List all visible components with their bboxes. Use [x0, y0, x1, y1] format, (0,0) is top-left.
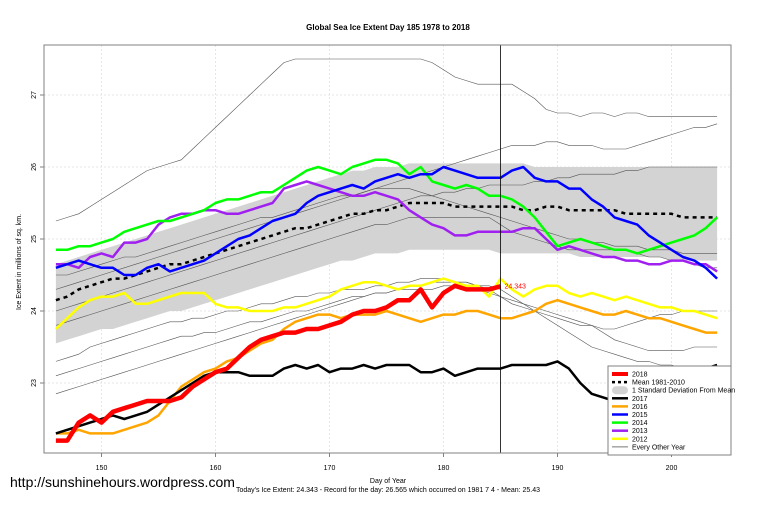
series-2018 — [55, 283, 502, 443]
legend-label-2015: 2015 — [632, 412, 648, 419]
current-value-label: 24.343 — [505, 283, 527, 290]
legend-label-2013: 2013 — [632, 428, 648, 435]
series-other-year — [55, 123, 718, 290]
y-tick-label: 23 — [31, 379, 38, 387]
x-axis-label: Day of Year — [370, 478, 407, 485]
sd-band-area — [55, 163, 718, 344]
legend-box — [607, 365, 732, 456]
series-other-year — [55, 188, 718, 276]
x-tick-label: 150 — [96, 465, 108, 472]
series-other-year — [55, 58, 718, 222]
y-tick-label: 26 — [31, 163, 38, 171]
x-tick-label: 190 — [552, 465, 564, 472]
legend-label-other: Every Other Year — [632, 444, 686, 451]
series-other-year — [55, 281, 718, 395]
chart-title: Global Sea Ice Extent Day 185 1978 to 20… — [306, 23, 470, 32]
y-tick-label: 24 — [31, 307, 38, 315]
x-tick-label: 200 — [666, 465, 678, 472]
x-axis: 150 160 170 180 190 200 — [96, 453, 678, 472]
series-2014 — [55, 158, 718, 255]
legend-swatch-sd_band — [612, 386, 628, 395]
series-2015 — [55, 165, 718, 280]
y-axis-label: Ice Extent in millions of sq. km. — [16, 214, 23, 310]
plot-border — [43, 44, 732, 454]
legend-label-sd_band: 1 Standard Deviation From Mean — [632, 388, 735, 395]
legend-label-2016: 2016 — [632, 404, 648, 411]
x-tick-label: 160 — [210, 465, 222, 472]
legend-label-2012: 2012 — [632, 436, 648, 443]
series-other-year — [55, 217, 718, 326]
series-2012 — [55, 277, 718, 330]
series-2016 — [55, 298, 718, 435]
legend-label-2014: 2014 — [632, 420, 648, 427]
x-tick-label: 180 — [438, 465, 450, 472]
footer-text: Today's Ice Extent: 24.343 - Record for … — [236, 487, 540, 494]
y-tick-label: 27 — [31, 91, 38, 99]
x-tick-label: 170 — [324, 465, 336, 472]
y-axis: 23 24 25 26 27 — [31, 91, 44, 387]
legend-label-2017: 2017 — [632, 396, 648, 403]
legend-label-mean: Mean 1981-2010 — [632, 380, 685, 387]
highlight-years — [55, 158, 718, 443]
sd-band — [55, 163, 718, 344]
y-tick-label: 25 — [31, 235, 38, 243]
watermark-url: http://sunshinehours.wordpress.com — [10, 474, 235, 490]
legend-label-2018: 2018 — [632, 372, 648, 379]
series-other-year — [55, 166, 718, 312]
